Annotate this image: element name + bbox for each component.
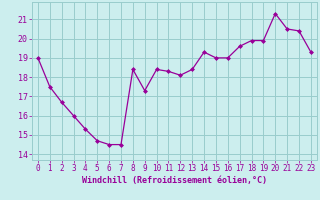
X-axis label: Windchill (Refroidissement éolien,°C): Windchill (Refroidissement éolien,°C)	[82, 176, 267, 185]
